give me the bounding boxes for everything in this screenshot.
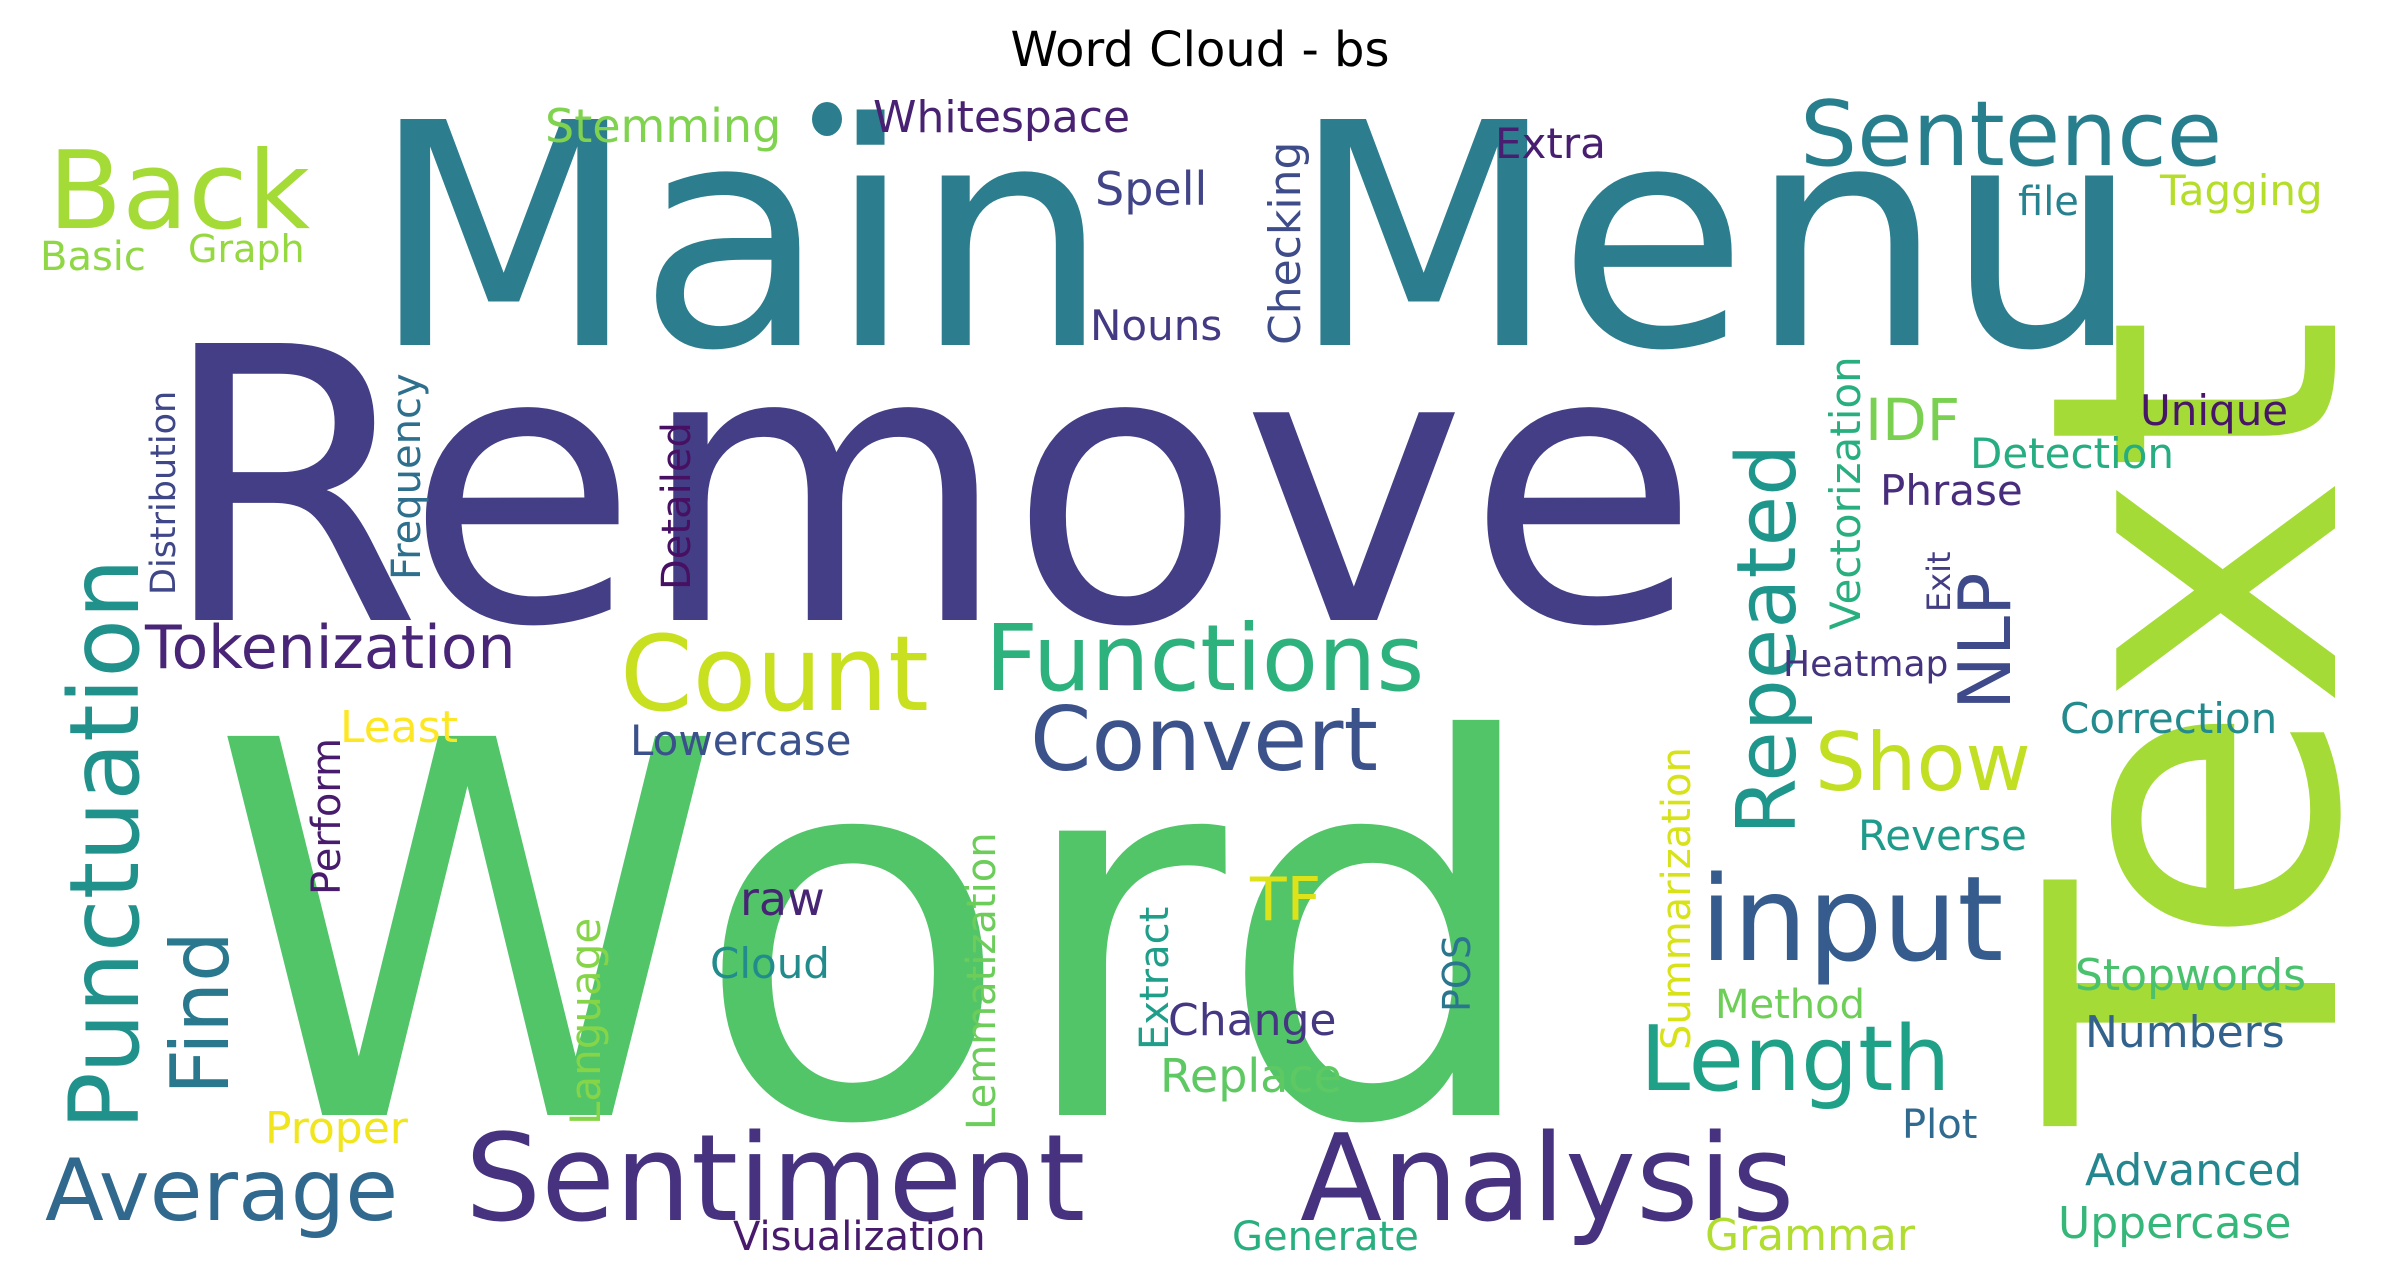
word-stopwords: Stopwords (2075, 950, 2306, 1001)
word-file: file (2018, 179, 2079, 225)
word-advanced: Advanced (2085, 1145, 2302, 1196)
chart-title: Word Cloud - bs (1010, 22, 1389, 78)
word-exit: Exit (1920, 551, 1958, 612)
word-convert: Convert (1030, 688, 1378, 791)
word-lowercase: Lowercase (630, 716, 851, 765)
word-idf: IDF (1865, 386, 1960, 454)
word-detailed: Detailed (654, 422, 700, 590)
word-back: Back (48, 129, 311, 254)
word-sentiment: Sentiment (465, 1110, 1085, 1249)
word-tf: TF (1249, 865, 1321, 935)
word-replace: Replace (1160, 1049, 1342, 1103)
word-count: Count (620, 613, 929, 735)
word-nouns: Nouns (1090, 301, 1222, 350)
word-extra: Extra (1495, 119, 1606, 168)
word-analysis: Analysis (1300, 1110, 1794, 1249)
word-remove: Remove (158, 267, 1700, 710)
word-unique: Unique (2140, 386, 2288, 435)
word-summarization: Summarization (1654, 747, 1700, 1050)
word-uppercase: Uppercase (2058, 1198, 2291, 1249)
word-detection: Detection (1970, 429, 2174, 478)
word-input: input (1700, 850, 2004, 988)
word-nlp: NLP (1943, 573, 2027, 710)
word-main: Main (370, 58, 1110, 419)
word-distribution: Distribution (144, 391, 184, 595)
word-word: Word (210, 632, 1547, 1238)
word-show: Show (1815, 716, 2031, 809)
word-graph: Graph (188, 227, 305, 271)
word-basic: Basic (40, 234, 146, 280)
word-sentence: Sentence (1800, 82, 2222, 187)
word-pos: POS (1435, 935, 1479, 1012)
word-lemmatization: Lemmatization (959, 832, 1005, 1130)
word-least: Least (340, 702, 458, 753)
word-repeated: Repeated (1720, 444, 1815, 835)
word-heatmap: Heatmap (1783, 644, 1948, 685)
word-frequency: Frequency (384, 373, 430, 580)
word-whitespace: Whitespace (873, 92, 1130, 143)
cloud-dot-decoration (812, 102, 842, 136)
word-stemming: Stemming (545, 99, 781, 153)
word-visualization: Visualization (733, 1214, 986, 1260)
word-text: Text (1965, 316, 2385, 1131)
word-numbers: Numbers (2085, 1007, 2285, 1058)
word-language: Language (561, 918, 610, 1125)
word-find: Find (154, 931, 247, 1095)
word-grammar: Grammar (1705, 1210, 1916, 1261)
word-functions: Functions (985, 605, 1424, 712)
word-cloud: Cloud (710, 939, 830, 988)
word-length: Length (1640, 1007, 1950, 1112)
word-method: Method (1715, 982, 1865, 1028)
word-change: Change (1168, 995, 1336, 1046)
word-plot: Plot (1902, 1102, 1977, 1148)
word-correction: Correction (2060, 694, 2277, 743)
word-punctuation: Punctuation (49, 558, 161, 1130)
word-extract: Extract (1132, 907, 1178, 1050)
word-vectorization: Vectorization (1821, 356, 1870, 630)
word-phrase: Phrase (1880, 466, 2023, 515)
word-tagging: Tagging (2159, 166, 2323, 215)
word-spell: Spell (1095, 162, 1207, 216)
word-proper: Proper (265, 1103, 409, 1154)
word-menu: Menu (1290, 58, 2141, 419)
word-generate: Generate (1232, 1214, 1419, 1260)
word-reverse: Reverse (1858, 811, 2027, 860)
word-tokenization: Tokenization (144, 613, 516, 683)
word-raw: raw (740, 872, 825, 926)
word-average: Average (45, 1141, 398, 1241)
word-checking: Checking (1260, 142, 1311, 345)
word-perform: Perform (304, 738, 350, 895)
